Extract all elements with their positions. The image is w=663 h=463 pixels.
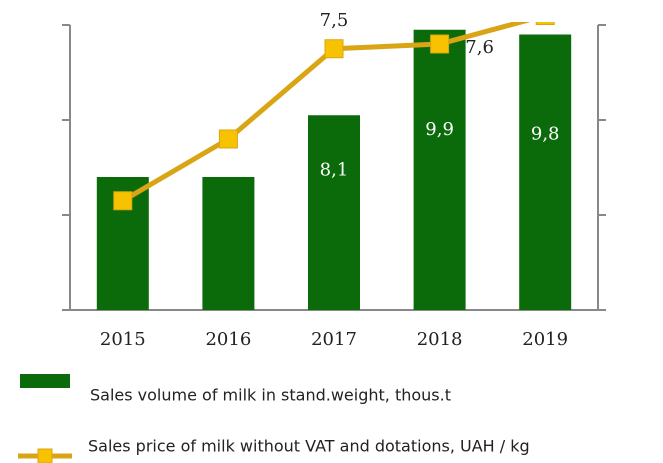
x-tick-label: 2017 bbox=[311, 329, 357, 350]
bar bbox=[519, 34, 572, 310]
legend-label: Sales price of milk without VAT and dota… bbox=[88, 437, 530, 456]
marker bbox=[113, 191, 133, 211]
legend-swatch bbox=[20, 374, 70, 388]
legend-label: Sales volume of milk in stand.weight, th… bbox=[90, 386, 451, 405]
plot: 8,1 9,9 9,8 bbox=[96, 22, 572, 310]
marker bbox=[218, 129, 238, 149]
bar bbox=[202, 177, 255, 310]
bar bbox=[308, 115, 360, 310]
x-tick-label: 2018 bbox=[417, 329, 463, 350]
bar bbox=[413, 29, 466, 310]
line-value-label: 7,6 bbox=[465, 37, 494, 58]
x-tick-label: 2016 bbox=[205, 329, 251, 350]
marker bbox=[324, 39, 344, 59]
bar-value-label: 9,8 bbox=[531, 124, 560, 145]
line-value-label: 7,5 bbox=[320, 10, 349, 31]
bar-value-label: 8,1 bbox=[320, 159, 349, 180]
marker bbox=[535, 22, 555, 25]
x-tick-label: 2019 bbox=[522, 329, 568, 350]
marker bbox=[430, 34, 450, 54]
legend-marker bbox=[37, 448, 53, 463]
x-tick-label: 2015 bbox=[100, 329, 146, 350]
bar-value-label: 9,9 bbox=[425, 119, 454, 140]
